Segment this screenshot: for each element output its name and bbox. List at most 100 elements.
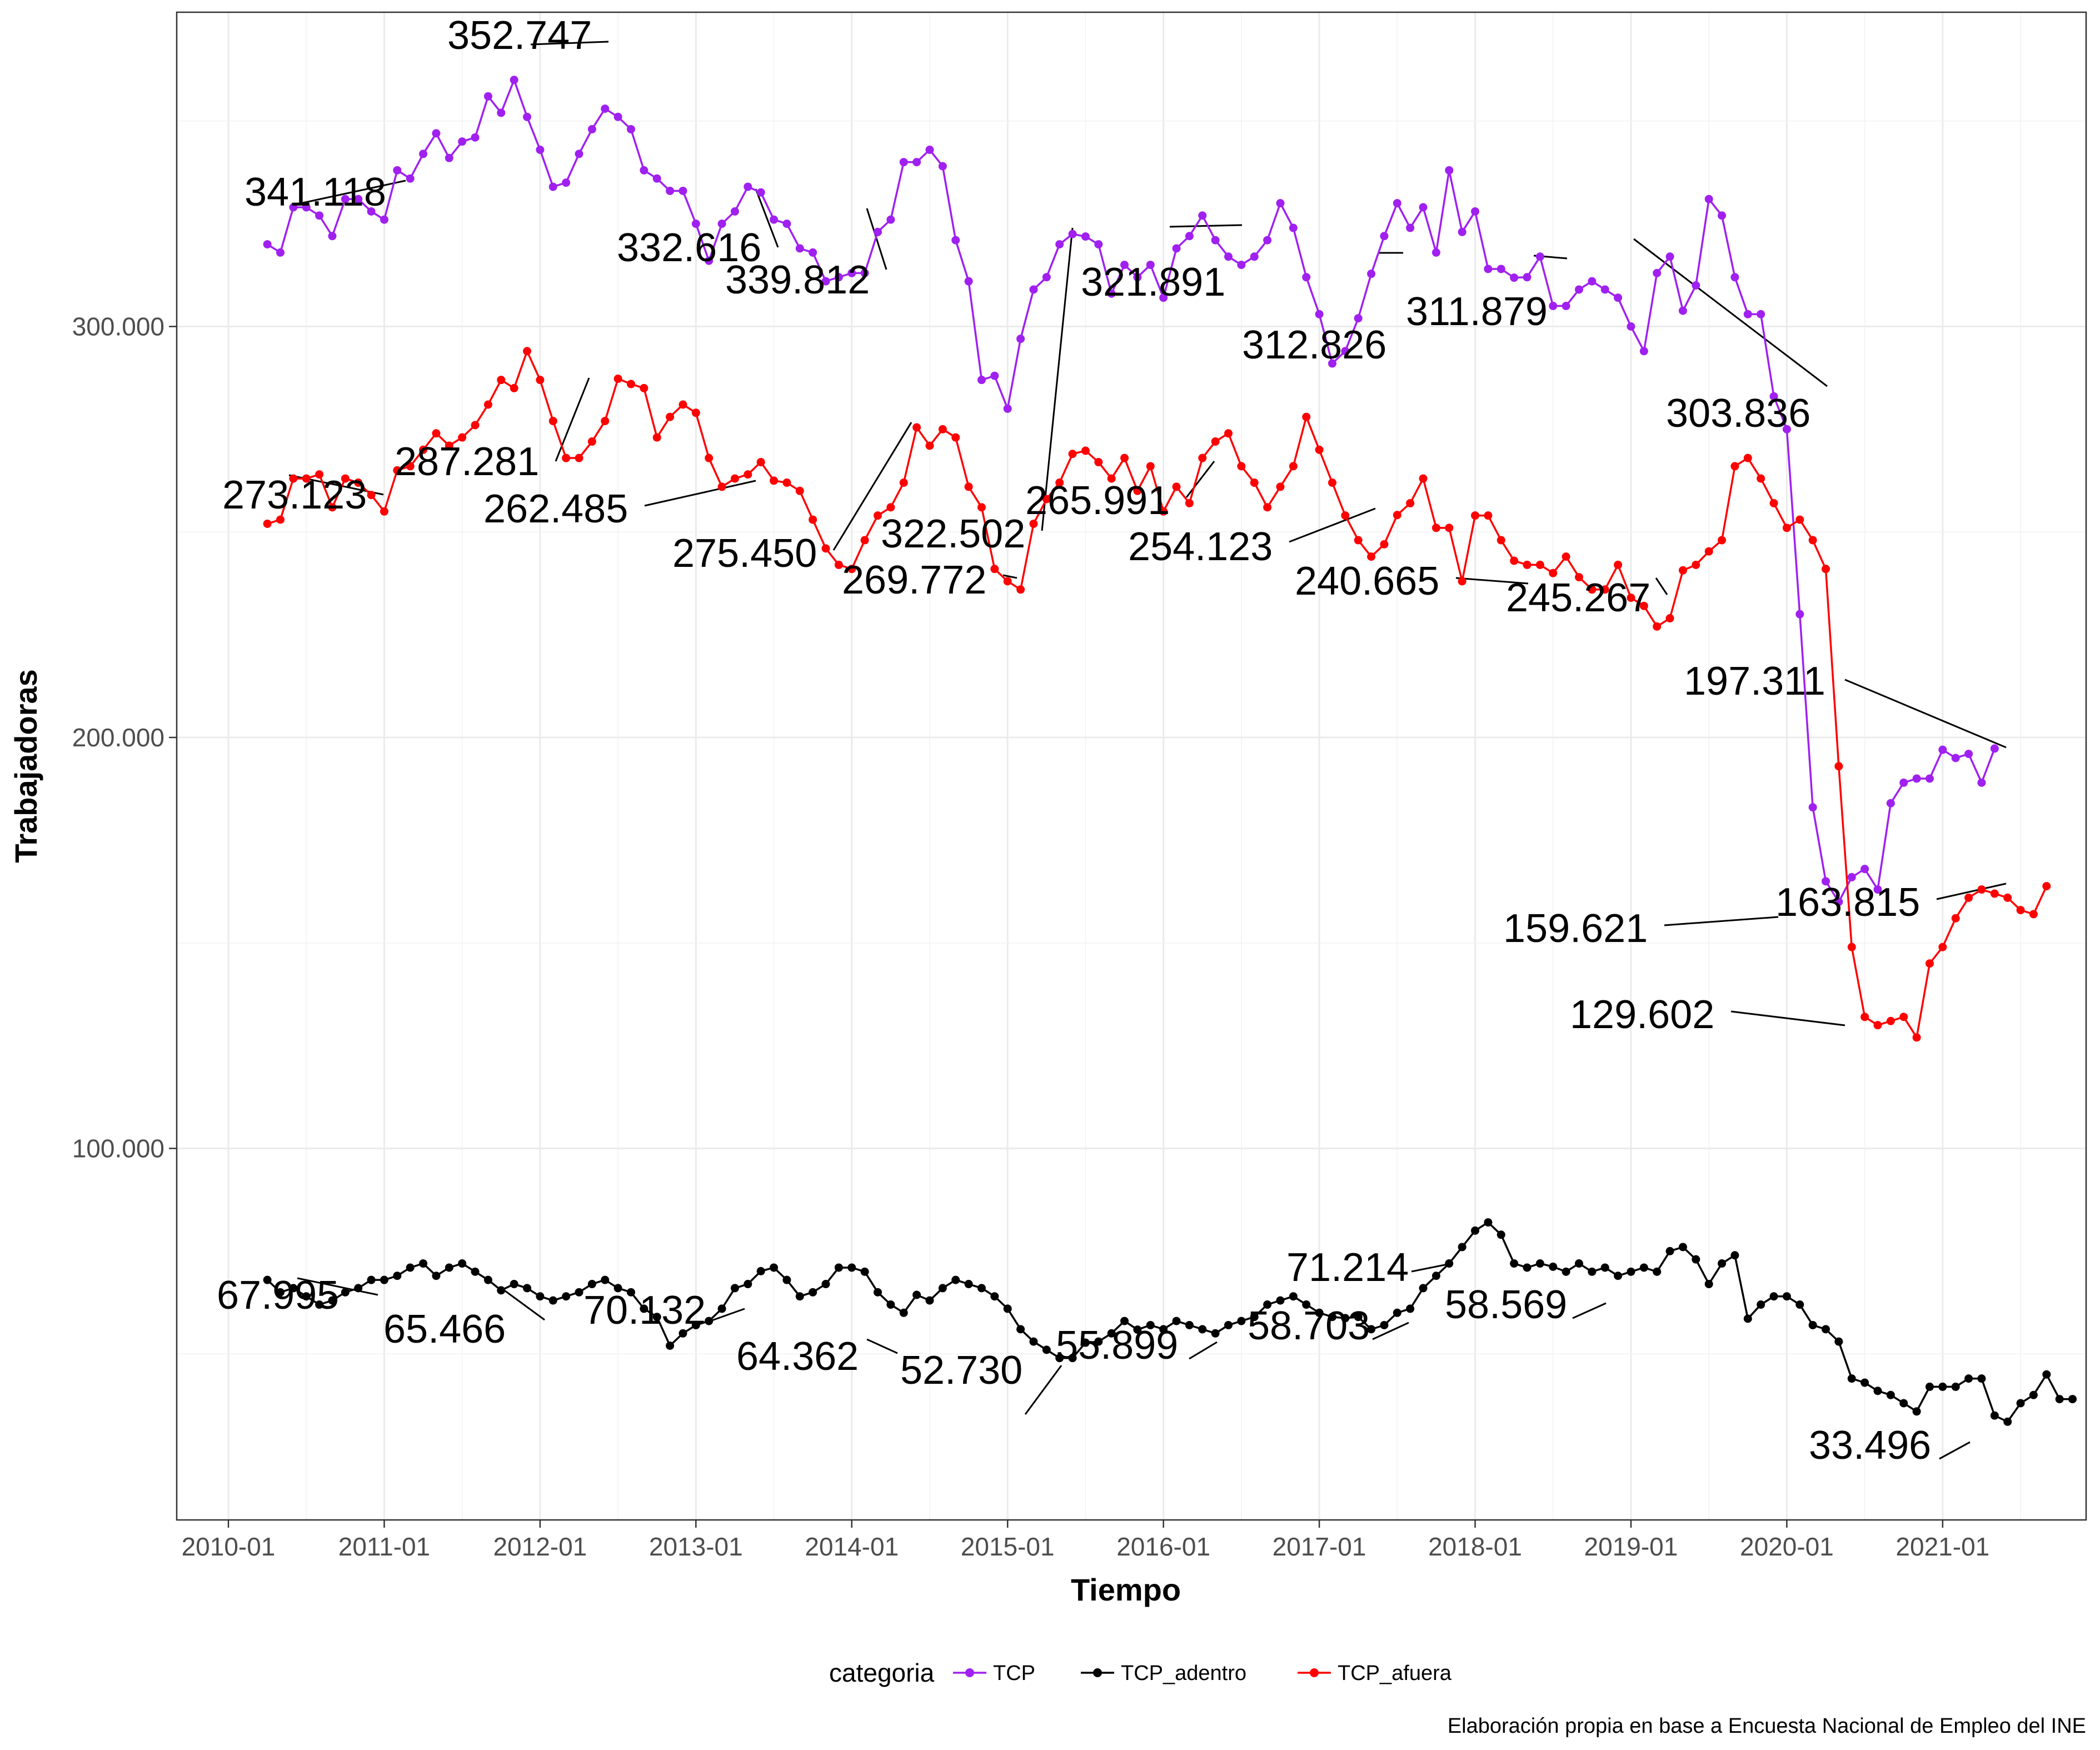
data-point-TCP_adentro <box>1484 1218 1493 1227</box>
data-point-TCP <box>1990 744 1999 753</box>
annotation-leader <box>530 41 609 46</box>
data-point-TCP_afuera <box>1289 462 1298 471</box>
data-point-TCP <box>587 125 596 134</box>
annotation-label: 303.836 <box>1666 391 1810 436</box>
data-point-TCP_adentro <box>1860 1378 1869 1387</box>
data-point-TCP_afuera <box>626 380 635 388</box>
annotation-label: 352.747 <box>447 13 592 58</box>
data-point-TCP <box>1250 252 1259 261</box>
data-point-TCP_afuera <box>1431 523 1440 532</box>
data-point-TCP_afuera <box>289 474 298 483</box>
data-point-TCP <box>1471 207 1480 216</box>
data-point-TCP_afuera <box>1445 523 1454 532</box>
data-point-TCP_afuera <box>1237 462 1246 471</box>
annotation-leader <box>297 1277 378 1296</box>
data-point-TCP_adentro <box>2055 1395 2064 1404</box>
data-point-TCP <box>1692 281 1700 290</box>
data-point-TCP_adentro <box>1445 1259 1454 1268</box>
data-point-TCP_adentro <box>315 1300 324 1309</box>
data-point-TCP_afuera <box>483 400 492 409</box>
data-point-TCP_adentro <box>652 1313 661 1322</box>
data-point-TCP_afuera <box>1003 577 1012 586</box>
annotation-label: 240.665 <box>1295 559 1439 604</box>
data-point-TCP_afuera <box>1341 511 1350 520</box>
data-point-TCP <box>951 236 960 245</box>
data-point-TCP_adentro <box>1808 1320 1817 1329</box>
data-point-TCP_adentro <box>1704 1280 1713 1289</box>
data-point-TCP_adentro <box>990 1292 999 1301</box>
data-point-TCP <box>289 203 298 212</box>
data-point-TCP_afuera <box>328 503 337 512</box>
data-point-TCP <box>1367 270 1376 278</box>
data-point-TCP <box>1081 232 1090 241</box>
data-point-TCP_afuera <box>705 453 714 462</box>
annotation-leader <box>1189 1341 1218 1360</box>
y-tick-label: 300.000 <box>72 312 164 341</box>
data-point-TCP <box>912 158 921 167</box>
data-point-TCP_afuera <box>1822 565 1830 574</box>
data-point-TCP_adentro <box>899 1308 908 1317</box>
data-point-TCP_adentro <box>1120 1317 1129 1325</box>
annotation-leader <box>644 480 756 507</box>
data-point-TCP_adentro <box>1471 1226 1480 1235</box>
data-point-TCP_adentro <box>2068 1395 2077 1404</box>
data-point-TCP_adentro <box>1730 1251 1739 1260</box>
x-tick-label: 2010-01 <box>182 1532 276 1561</box>
data-point-TCP_afuera <box>601 417 610 426</box>
data-point-TCP <box>1094 240 1103 249</box>
data-point-TCP_afuera <box>562 453 571 462</box>
annotation-leader <box>1289 507 1376 543</box>
annotation-label: 341.118 <box>245 170 386 215</box>
data-point-TCP <box>1535 252 1544 261</box>
data-point-TCP_adentro <box>1886 1390 1895 1399</box>
data-point-TCP <box>1419 203 1428 212</box>
data-point-TCP_adentro <box>744 1280 752 1289</box>
data-point-TCP_adentro <box>1354 1313 1363 1322</box>
data-point-TCP_adentro <box>1211 1329 1220 1338</box>
data-point-TCP_adentro <box>263 1275 272 1284</box>
data-point-TCP <box>1445 166 1454 174</box>
data-point-TCP_afuera <box>756 458 765 467</box>
data-point-TCP_adentro <box>1185 1320 1194 1329</box>
annotation-leader <box>832 422 912 551</box>
data-point-TCP <box>483 92 492 101</box>
data-point-TCP_adentro <box>860 1267 869 1276</box>
data-point-TCP_afuera <box>1107 474 1116 483</box>
data-point-TCP <box>497 108 506 117</box>
data-point-TCP_adentro <box>691 1320 700 1329</box>
data-point-TCP <box>1224 252 1233 261</box>
data-point-TCP <box>380 215 388 224</box>
annotation-leader <box>1372 1322 1409 1340</box>
data-point-TCP <box>1873 885 1882 894</box>
data-point-TCP <box>782 220 791 228</box>
x-tick-label: 2012-01 <box>493 1532 587 1561</box>
data-point-TCP_adentro <box>770 1263 779 1272</box>
data-point-TCP_afuera <box>1549 569 1558 577</box>
annotation-leader <box>1572 1302 1607 1319</box>
data-point-TCP_afuera <box>1302 412 1311 421</box>
data-point-TCP <box>367 207 376 216</box>
data-point-TCP_adentro <box>1367 1325 1376 1334</box>
data-point-TCP_adentro <box>1302 1300 1311 1309</box>
data-point-TCP <box>847 268 856 277</box>
data-point-TCP_afuera <box>497 376 506 385</box>
data-point-TCP <box>458 137 467 146</box>
data-point-TCP_afuera <box>1782 523 1791 532</box>
data-point-TCP <box>1912 774 1921 783</box>
data-point-TCP <box>666 186 675 195</box>
annotation-label: 58.703 <box>1248 1304 1370 1348</box>
data-point-TCP_afuera <box>782 478 791 487</box>
data-point-TCP <box>315 211 324 220</box>
data-point-TCP_afuera <box>1380 540 1389 549</box>
data-point-TCP_afuera <box>548 417 557 426</box>
data-point-TCP_adentro <box>1743 1314 1752 1323</box>
data-point-TCP_adentro <box>1276 1296 1285 1305</box>
annotation-leader <box>1185 461 1215 498</box>
data-point-TCP_adentro <box>1237 1317 1246 1325</box>
data-point-TCP_adentro <box>821 1280 830 1289</box>
data-point-TCP_afuera <box>2003 893 2012 902</box>
annotation-label: 275.450 <box>672 531 817 576</box>
data-point-TCP_adentro <box>1094 1337 1103 1346</box>
data-point-TCP <box>432 129 441 138</box>
